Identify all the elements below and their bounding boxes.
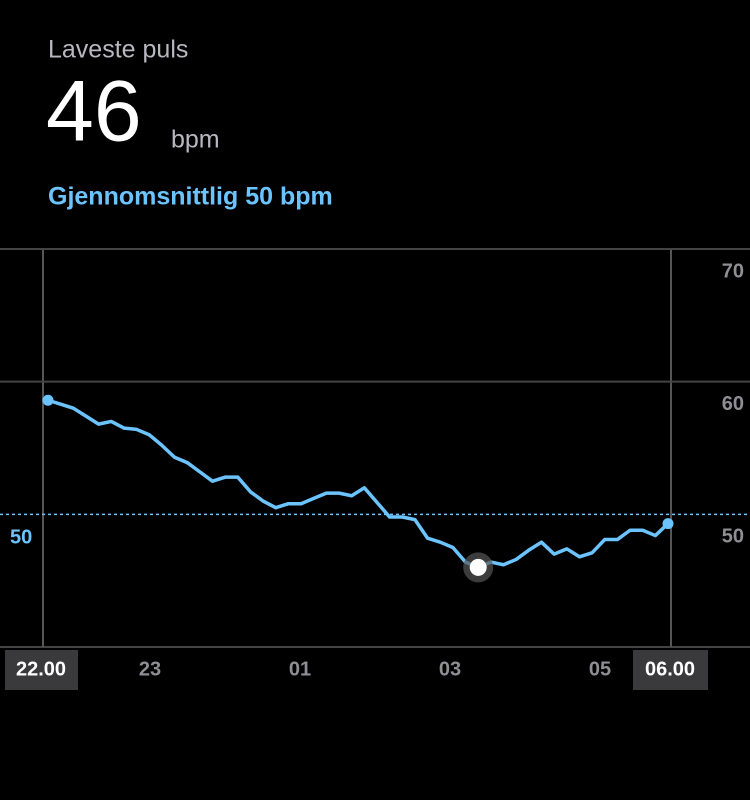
- y-tick-label: 70: [722, 260, 744, 282]
- header-title: Laveste puls: [48, 36, 188, 64]
- end-point: [662, 518, 674, 530]
- x-tick-label: 05: [589, 658, 611, 680]
- range-end-label: 06.00: [645, 658, 695, 680]
- min-point: [469, 558, 487, 576]
- line: [47, 398, 670, 570]
- y-tick-label: 60: [722, 393, 744, 415]
- x-tick-label: 03: [439, 658, 461, 680]
- x-tick-label: 01: [289, 658, 311, 680]
- header-unit: bpm: [171, 126, 220, 154]
- average-label: 50: [10, 527, 32, 549]
- range-start-label: 22.00: [16, 658, 66, 680]
- y-tick-label: 50: [722, 526, 744, 548]
- end-point: [42, 394, 54, 406]
- average-text: Gjennomsnittlig 50 bpm: [48, 183, 333, 211]
- range-end-box: [633, 650, 708, 690]
- header-value: 46: [46, 64, 142, 160]
- x-tick-label: 23: [139, 658, 161, 680]
- range-start-box: [5, 650, 78, 690]
